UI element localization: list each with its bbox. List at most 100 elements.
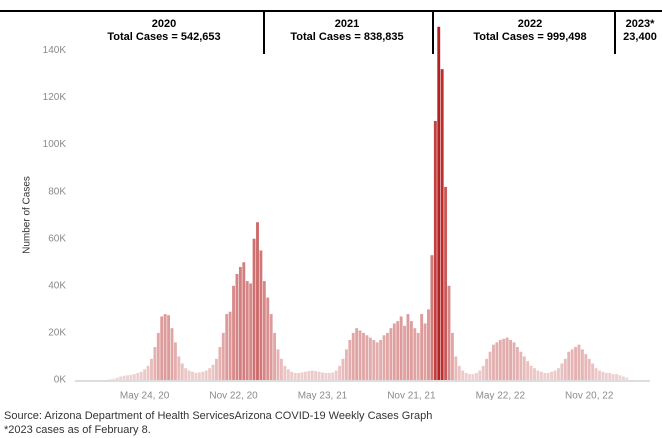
bar xyxy=(512,342,516,380)
bar xyxy=(290,371,294,380)
bar xyxy=(396,321,400,380)
y-axis-label: Number of Cases xyxy=(22,176,33,254)
bar xyxy=(437,26,441,380)
bar xyxy=(300,372,304,380)
y-tick-label: 40K xyxy=(48,280,66,291)
bar xyxy=(143,369,147,380)
bar xyxy=(399,316,403,380)
bar xyxy=(163,314,167,380)
bar xyxy=(430,255,434,380)
bar xyxy=(208,368,212,380)
bar xyxy=(136,372,140,380)
y-tick-label: 60K xyxy=(48,233,66,244)
footnote: *2023 cases as of February 8. xyxy=(4,424,151,436)
bar xyxy=(495,342,499,380)
year-label: 2021 xyxy=(335,18,359,30)
bar xyxy=(515,347,519,380)
year-total: Total Cases = 542,653 xyxy=(107,31,220,43)
bar xyxy=(317,371,321,380)
bar xyxy=(526,361,530,380)
bar xyxy=(266,297,270,380)
bar xyxy=(368,337,372,380)
bar xyxy=(146,365,150,380)
bar xyxy=(546,372,550,380)
chart: Number of Cases 0K 20K 40K 60K 80K 100K 120K 14… xyxy=(0,10,662,402)
bar xyxy=(409,321,413,380)
bar xyxy=(362,332,365,380)
bar xyxy=(403,325,406,380)
bar xyxy=(297,372,300,380)
bar xyxy=(344,349,348,380)
bar xyxy=(269,314,273,380)
bar xyxy=(235,274,239,380)
bar xyxy=(228,311,232,380)
bar xyxy=(112,378,116,380)
bar xyxy=(420,314,424,380)
bar xyxy=(221,332,225,380)
bar xyxy=(334,370,338,380)
bar xyxy=(139,371,143,380)
bar xyxy=(173,342,177,380)
bar xyxy=(574,347,577,380)
bar xyxy=(386,332,389,380)
bar xyxy=(215,358,218,380)
bar xyxy=(427,309,430,380)
bar xyxy=(505,337,509,380)
bar xyxy=(601,371,605,380)
bar xyxy=(122,375,126,380)
bar xyxy=(502,338,506,380)
bar xyxy=(245,281,249,380)
x-tick-label: Nov 21, 21 xyxy=(387,391,436,400)
bar xyxy=(389,328,393,380)
bar xyxy=(129,374,133,380)
bar xyxy=(331,372,335,380)
bar xyxy=(567,351,571,380)
bar xyxy=(372,339,376,380)
bar xyxy=(584,354,588,380)
bar xyxy=(416,332,420,380)
bar xyxy=(341,358,345,380)
bar xyxy=(232,285,235,380)
bar xyxy=(522,356,526,380)
bar xyxy=(461,370,465,380)
year-label: 2022 xyxy=(518,18,542,30)
bar xyxy=(160,316,164,380)
y-tick-label: 0K xyxy=(54,375,67,386)
bar xyxy=(167,315,171,380)
y-tick-label: 80K xyxy=(48,186,66,197)
bar xyxy=(615,374,619,380)
bar xyxy=(355,328,359,380)
bar xyxy=(447,285,451,380)
x-tick-label: May 23, 21 xyxy=(298,391,348,400)
y-tick-label: 100K xyxy=(43,139,67,150)
bar xyxy=(533,368,536,380)
bar xyxy=(303,371,307,380)
y-tick-label: 120K xyxy=(43,92,67,103)
bar xyxy=(608,372,612,380)
bar xyxy=(474,372,478,380)
source: Source: Arizona Department of Health Ser… xyxy=(4,410,433,422)
bar xyxy=(536,370,540,380)
bar xyxy=(468,374,471,380)
bar xyxy=(293,372,297,380)
bar xyxy=(488,351,492,380)
bar xyxy=(249,283,253,380)
y-tick-label: 140K xyxy=(43,45,67,56)
x-tick-label: May 24, 20 xyxy=(120,391,170,400)
bar xyxy=(191,371,194,380)
bar xyxy=(153,347,157,380)
bar xyxy=(625,377,629,380)
bar xyxy=(276,349,280,380)
bar xyxy=(598,370,601,380)
bar xyxy=(464,372,468,380)
bar xyxy=(259,250,263,380)
bar xyxy=(286,369,290,380)
x-tick-label: Nov 20, 22 xyxy=(565,391,614,400)
bar xyxy=(108,379,112,380)
bar xyxy=(273,332,277,380)
bar xyxy=(351,332,355,380)
bar xyxy=(406,314,410,380)
bar xyxy=(310,370,314,380)
year-total: Total Cases = 838,835 xyxy=(290,31,403,43)
